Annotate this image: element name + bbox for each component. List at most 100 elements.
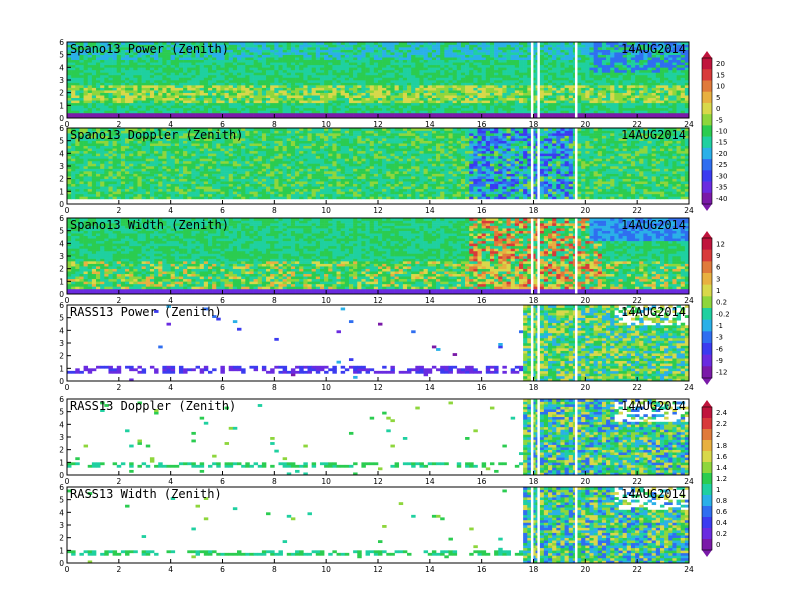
heatmap-cell xyxy=(112,153,118,157)
heatmap-cell xyxy=(253,64,259,68)
heatmap-cell xyxy=(684,47,690,50)
heatmap-cell xyxy=(610,69,615,73)
heatmap-cell xyxy=(610,95,615,99)
heatmap-cell xyxy=(606,52,611,55)
heatmap-cell xyxy=(307,100,312,104)
heatmap-cell xyxy=(336,64,341,68)
heatmap-cell xyxy=(684,44,690,48)
heatmap-cell xyxy=(241,95,246,99)
heatmap-cell xyxy=(676,77,682,81)
heatmap-cell xyxy=(278,54,283,58)
heatmap-cell xyxy=(465,115,470,119)
heatmap-cell xyxy=(303,44,308,48)
heatmap-cell xyxy=(423,77,429,81)
heatmap-cell xyxy=(191,110,196,114)
heatmap-cell xyxy=(170,82,176,86)
heatmap-cell xyxy=(659,97,665,101)
heatmap-cell xyxy=(75,85,80,88)
heatmap-cell xyxy=(618,47,623,50)
heatmap-cell xyxy=(415,57,420,61)
heatmap-cell xyxy=(129,143,134,147)
heatmap-cell xyxy=(120,138,126,141)
heatmap-cell xyxy=(456,115,462,119)
heatmap-cell xyxy=(340,62,346,66)
heatmap-cell xyxy=(639,95,644,99)
heatmap-cell xyxy=(556,87,561,91)
heatmap-cell xyxy=(568,44,574,48)
heatmap-cell xyxy=(307,115,312,119)
heatmap-cell xyxy=(116,181,122,185)
heatmap-cell xyxy=(149,110,155,114)
heatmap-cell xyxy=(510,44,516,48)
heatmap-cell xyxy=(498,52,503,55)
heatmap-cell xyxy=(191,72,196,76)
heatmap-cell xyxy=(224,69,230,73)
heatmap-cell xyxy=(436,87,441,91)
heatmap-cell xyxy=(108,47,113,50)
heatmap-cell xyxy=(324,100,329,104)
heatmap-cell xyxy=(440,115,445,119)
heatmap-cell xyxy=(332,92,337,96)
heatmap-cell xyxy=(96,100,101,104)
heatmap-cell xyxy=(100,183,105,187)
heatmap-cell xyxy=(129,67,134,71)
heatmap-cell xyxy=(431,49,437,53)
heatmap-cell xyxy=(589,54,594,58)
heatmap-cell xyxy=(278,105,283,109)
heatmap-cell xyxy=(618,69,623,73)
heatmap-cell xyxy=(639,90,644,93)
heatmap-cell xyxy=(75,178,80,182)
heatmap-cell xyxy=(133,196,138,200)
heatmap-cell xyxy=(116,82,122,86)
heatmap-cell xyxy=(91,191,97,195)
heatmap-cell xyxy=(659,67,665,71)
heatmap-cell xyxy=(191,57,196,61)
heatmap-cell xyxy=(129,95,134,99)
heatmap-cell xyxy=(378,72,383,76)
heatmap-cell xyxy=(212,62,217,66)
heatmap-cell xyxy=(266,100,271,104)
heatmap-cell xyxy=(145,62,151,66)
heatmap-cell xyxy=(245,110,250,114)
heatmap-cell xyxy=(481,47,487,50)
heatmap-cell xyxy=(614,42,619,45)
heatmap-cell xyxy=(91,188,97,192)
heatmap-cell xyxy=(672,44,677,48)
heatmap-cell xyxy=(187,97,192,101)
heatmap-cell xyxy=(593,57,599,61)
heatmap-cell xyxy=(651,69,657,73)
heatmap-cell xyxy=(112,191,118,195)
heatmap-cell xyxy=(228,57,234,61)
heatmap-cell xyxy=(427,59,433,63)
heatmap-cell xyxy=(307,102,312,106)
heatmap-cell xyxy=(278,90,283,93)
heatmap-cell xyxy=(216,69,221,73)
heatmap-cell xyxy=(133,107,138,111)
heatmap-cell xyxy=(489,69,495,73)
heatmap-cell xyxy=(129,171,134,174)
heatmap-cell xyxy=(655,110,661,114)
heatmap-cell xyxy=(577,44,582,48)
heatmap-cell xyxy=(597,82,603,86)
heatmap-cell xyxy=(237,62,242,66)
heatmap-cell xyxy=(469,42,474,45)
heatmap-cell xyxy=(407,77,412,81)
heatmap-cell xyxy=(232,105,238,109)
heatmap-cell xyxy=(477,102,482,106)
heatmap-cell xyxy=(373,92,379,96)
heatmap-cell xyxy=(676,107,682,111)
heatmap-cell xyxy=(382,54,387,58)
heatmap-cell xyxy=(162,74,167,78)
heatmap-cell xyxy=(668,59,673,63)
heatmap-cell xyxy=(618,112,623,116)
heatmap-cell xyxy=(589,97,594,101)
heatmap-cell xyxy=(237,90,242,93)
heatmap-cell xyxy=(527,115,532,119)
heatmap-cell xyxy=(581,77,586,81)
heatmap-cell xyxy=(328,100,333,104)
heatmap-cell xyxy=(237,67,242,71)
heatmap-cell xyxy=(577,64,582,68)
heatmap-cell xyxy=(469,92,474,96)
heatmap-cell xyxy=(626,54,632,58)
heatmap-cell xyxy=(440,59,445,63)
